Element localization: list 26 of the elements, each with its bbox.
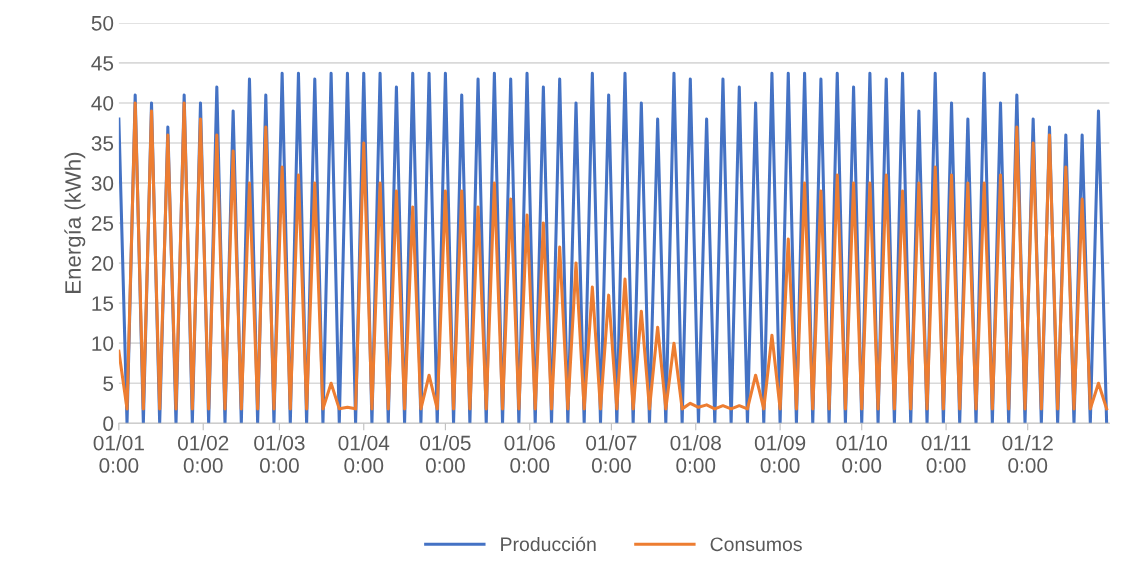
y-tick-label: 30 xyxy=(91,176,114,191)
y-axis-title: Energía (kWh) xyxy=(64,152,86,293)
y-tick-label: 25 xyxy=(91,216,114,231)
y-tick-label: 50 xyxy=(91,15,114,31)
y-tick-label: 15 xyxy=(92,296,114,311)
x-tick-label: 01/11 0:00 xyxy=(921,435,971,473)
x-tick-label: 01/04 0:00 xyxy=(338,435,390,473)
y-tick-label: 20 xyxy=(91,256,114,271)
y-tick-label: 0 xyxy=(103,416,114,432)
y-tick-label: 35 xyxy=(91,136,114,151)
y-tick-label: 10 xyxy=(92,336,114,351)
x-tick-label: 01/05 0:00 xyxy=(420,435,471,473)
x-tick-label: 01/06 0:00 xyxy=(504,435,555,473)
y-tick-label: 45 xyxy=(91,56,114,71)
y-tick-label: 5 xyxy=(103,376,114,391)
x-tick-label: 01/12 0:00 xyxy=(1002,435,1053,473)
x-tick-label: 01/09 0:00 xyxy=(754,435,806,473)
y-tick-label: 40 xyxy=(91,95,114,111)
x-tick-label: 01/02 0:00 xyxy=(177,435,229,473)
x-tick-label: 01/08 0:00 xyxy=(670,435,721,473)
x-tick-label: 01/03 0:00 xyxy=(254,435,305,473)
legend-label: Consumos xyxy=(710,537,802,552)
x-tick-label: 01/10 0:00 xyxy=(836,435,887,473)
x-tick-label: 01/07 0:00 xyxy=(586,435,637,473)
x-tick-label: 01/01 0:00 xyxy=(93,435,144,473)
legend-label: Producción xyxy=(501,536,596,552)
